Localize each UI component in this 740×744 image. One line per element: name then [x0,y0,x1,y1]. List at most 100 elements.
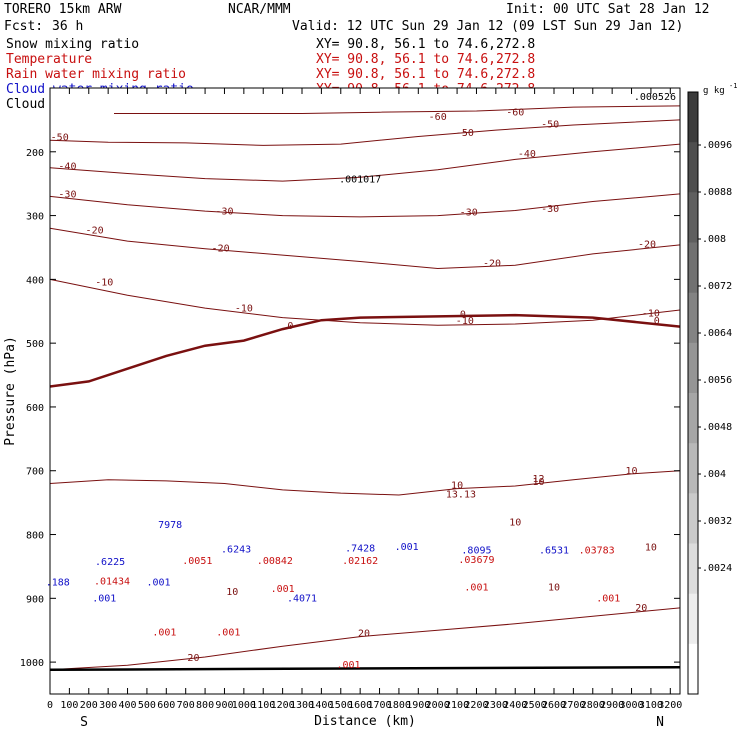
x-tick-label: 700 [177,700,195,711]
x-tick-label: 3100 [639,700,663,711]
model-title: TORERO 15km ARW [4,2,122,17]
x-tick-label: 2700 [561,700,585,711]
colorbar-swatch [688,443,698,494]
contour-label: -30 [58,190,76,201]
extremum-label: .00842 [257,556,293,567]
contour-label: 0 [460,310,466,321]
x-tick-label: 1700 [367,700,391,711]
x-tick-label: 600 [157,700,175,711]
end-label-south: S [80,715,88,730]
temperature-contour [49,143,681,182]
contour-label: -10 [95,278,113,289]
x-tick-label: 100 [60,700,78,711]
x-tick-label: 500 [138,700,156,711]
contour-label: 20 [358,629,370,640]
contour-label: -60 [429,112,447,123]
colorbar-tick-label: .0072 [702,281,732,292]
x-tick-label: 1300 [290,700,314,711]
field-name: Rain water mixing ratio [6,67,186,82]
y-tick-label: 700 [26,467,44,478]
colorbar-tick-label: .0032 [702,516,732,527]
contour-label: 10 [626,466,638,477]
valid-time: Valid: 12 UTC Sun 29 Jan 12 (09 LST Sun … [292,19,683,34]
colorbar-swatch [688,543,698,595]
extremum-label: 10 [548,583,560,594]
contour-label: -50 [456,128,474,139]
colorbar-tick-label: .0048 [702,422,732,433]
end-label-north: N [656,715,664,730]
plot-background [50,88,680,694]
extremum-label: .001 [216,627,240,638]
extremum-label: .001 [271,584,295,595]
plot-frame [49,87,681,695]
contour-label: -10 [642,308,660,319]
temperature-contour [114,105,681,114]
extremum-label: .7428 [345,544,375,555]
y-tick-label: 900 [26,594,44,605]
field-xy: XY= 90.8, 56.1 to 74.6,272.8 [316,67,535,82]
colorbar-frame [687,91,699,695]
x-tick-label: 2200 [464,700,488,711]
fcst-label: Fcst: [4,19,43,34]
x-tick-label: 1900 [406,700,430,711]
y-tick-label: 500 [26,339,44,350]
temperature-contour [49,313,681,388]
extremum-label: .03783 [579,546,615,557]
colorbar-unit: g kg [703,86,725,96]
extremum-label: .8095 [461,546,491,557]
x-tick-label: 400 [119,700,137,711]
extremum-label: .001 [395,542,419,553]
y-axis-label: Pressure (hPa) [3,336,18,446]
extremum-label: .001 [92,594,116,605]
x-axis-label: Distance (km) [314,714,416,729]
contour-label: -50 [541,120,559,131]
x-tick-label: 1100 [251,700,275,711]
ground-line [49,665,681,672]
colorbar-tick-label: .0088 [702,187,732,198]
x-tick-label: 300 [99,700,117,711]
plot-area: -60 -60 -50 -50 -50 -40 -40 -30 -30 -30 -30 -20 -20 -… [46,88,681,694]
x-tick-label: 3000 [619,700,643,711]
y-tick-label: 800 [26,531,44,542]
colorbar-unit-exponent: -1 [729,82,737,90]
colorbar-swatch [688,393,698,444]
x-tick-label: 1800 [387,700,411,711]
extremum-label: 10 [226,587,238,598]
contour-label: -50 [51,132,69,143]
field-name: Snow mixing ratio [6,37,139,52]
init-time: Init: 00 UTC Sat 28 Jan 12 [506,2,710,17]
x-tick-label: 800 [196,700,214,711]
colorbar-swatch [688,342,698,394]
extremum-label: .001 [464,583,488,594]
contour-label: -20 [212,243,230,254]
extremum-label: .0051 [182,556,212,567]
extremum-label: .001 [147,578,171,589]
contour-label: 10 [532,477,544,488]
extremum-label: .001 [596,594,620,605]
fcst-value: 36 h [52,19,83,34]
contour-label: 20 [635,603,647,614]
extremum-label: .6243 [221,544,251,555]
y-tick-label: 600 [26,403,44,414]
colorbar-tick-label: .008 [702,234,726,245]
contour-label: -60 [506,107,524,118]
temperature-contour [49,470,681,496]
contour-label: 0 [287,321,293,332]
x-tick-label: 1000 [232,700,256,711]
temperature-contour [49,119,681,146]
x-tick-label: 3200 [658,700,682,711]
contour-label: 10 [451,481,463,492]
contour-label: -20 [638,239,656,250]
colorbar-swatch [688,242,698,294]
x-tick-label: 2500 [523,700,547,711]
colorbar-tick-label: .0064 [702,328,732,339]
contour-label: -10 [456,316,474,327]
colorbar-tick-label: .0056 [702,375,732,386]
extremum-label: 13.13 [446,490,476,501]
org-label: NCAR/MMM [228,2,291,17]
x-tick-label: 2300 [484,700,508,711]
temperature-contour [49,193,681,218]
colorbar-tick-label: .0024 [702,563,732,574]
field-name: Temperature [6,52,92,67]
